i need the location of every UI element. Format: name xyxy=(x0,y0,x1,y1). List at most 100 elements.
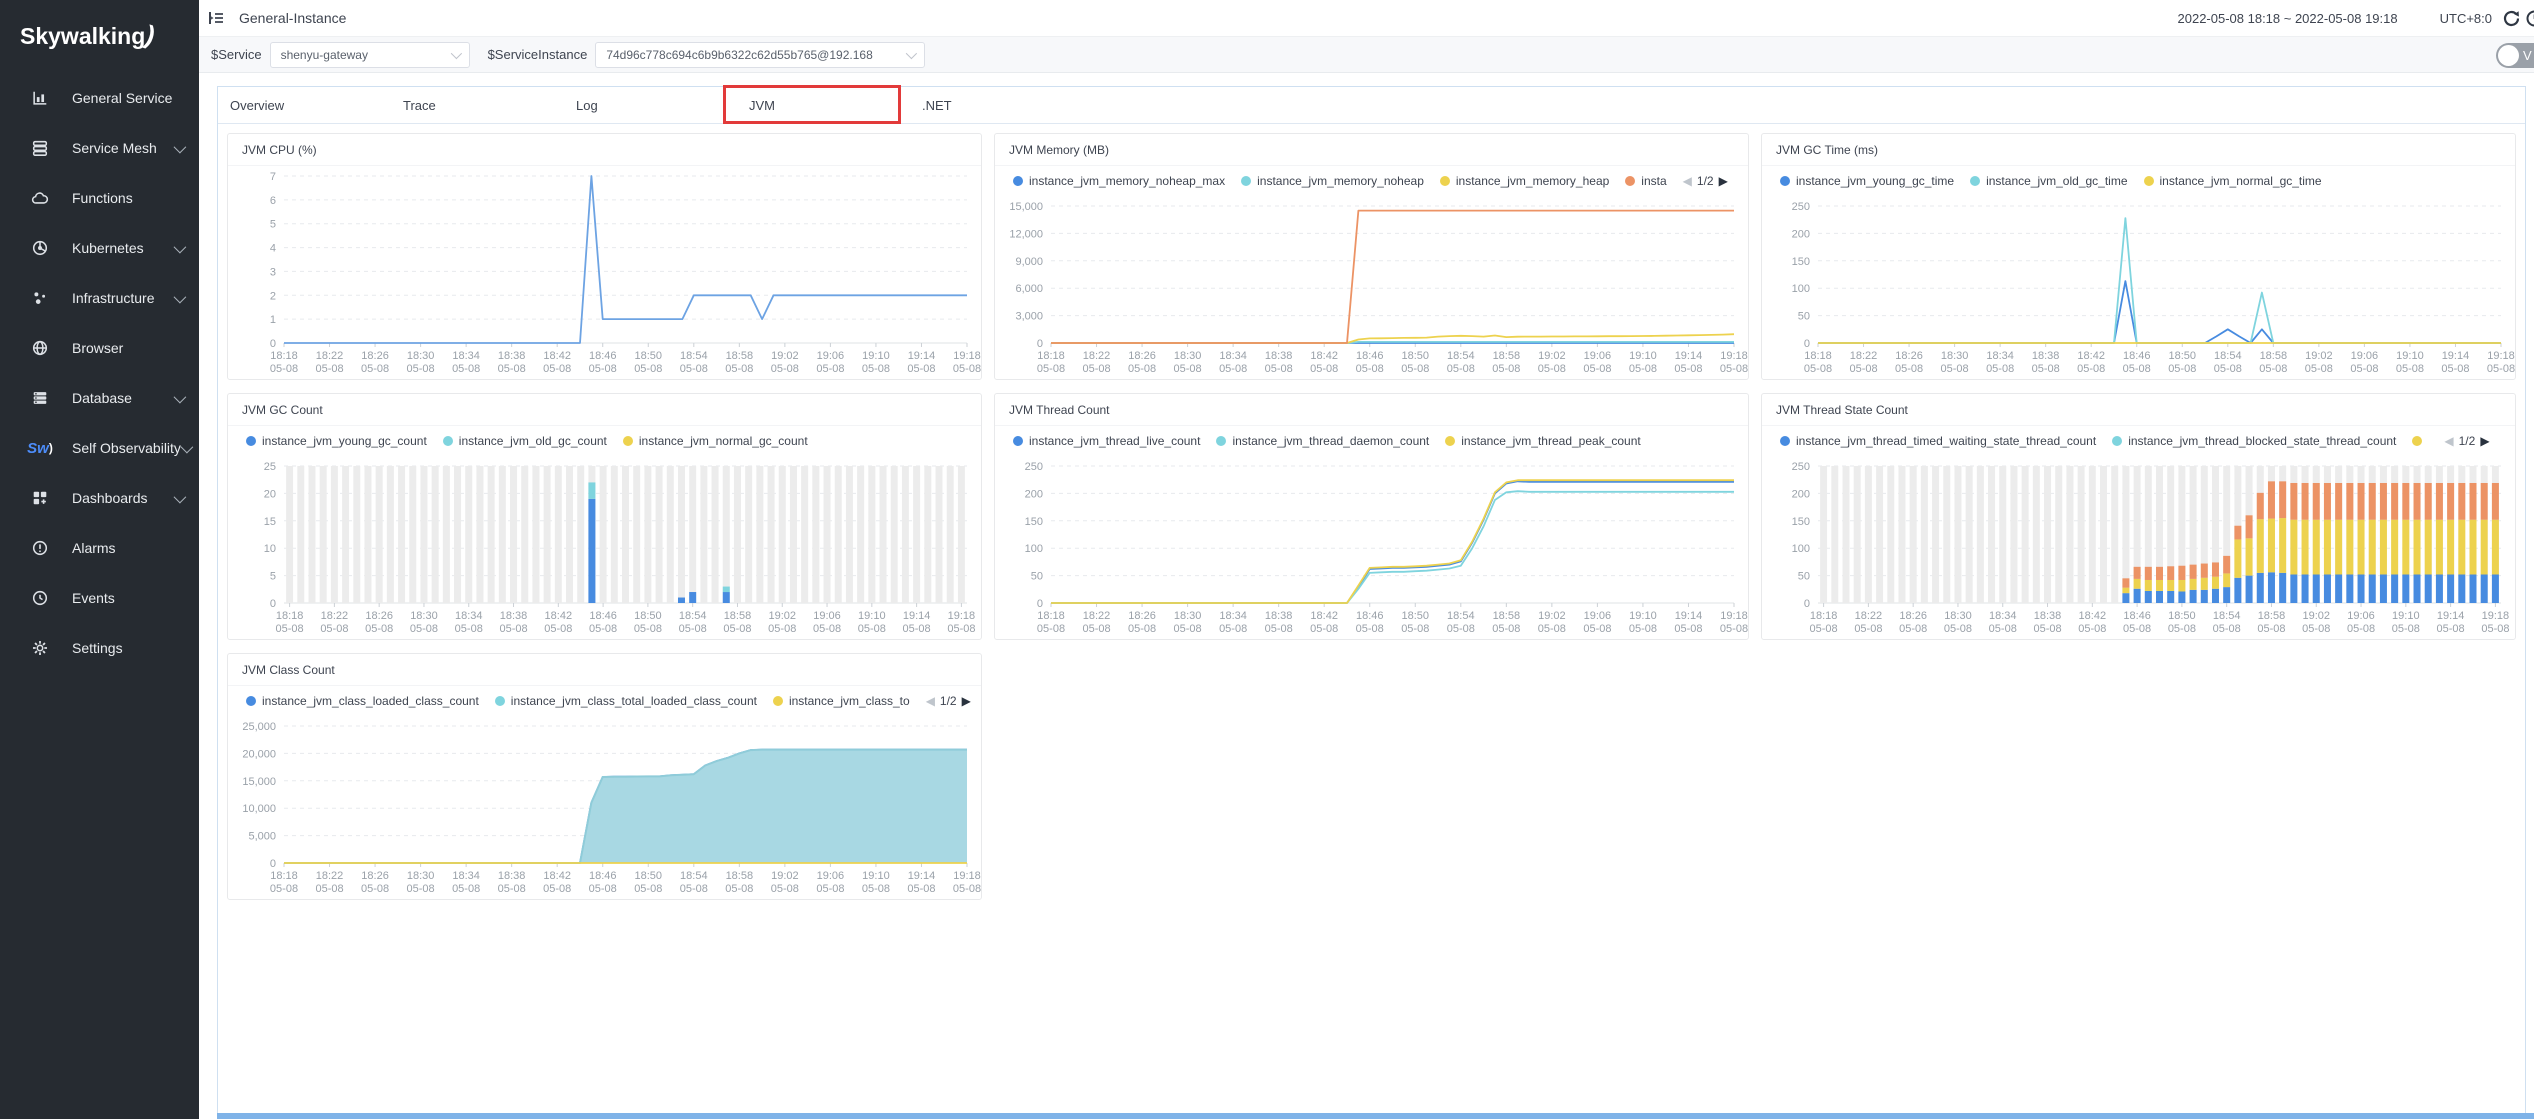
tab-jvm[interactable]: JVM xyxy=(749,87,922,123)
instance-select[interactable]: 74d96c778c694c6b9b6322c62d55b765@192.168 xyxy=(595,42,925,68)
sidebar-item-events[interactable]: Events xyxy=(0,573,199,623)
svg-text:15: 15 xyxy=(264,516,276,528)
page-title: General-Instance xyxy=(239,10,346,26)
svg-text:19:0605-08: 19:0605-08 xyxy=(1583,350,1611,375)
legend-item-instance-jvm-class-to[interactable]: instance_jvm_class_to xyxy=(773,694,910,708)
svg-text:18:4605-08: 18:4605-08 xyxy=(2123,350,2151,375)
tab-trace[interactable]: Trace xyxy=(403,87,576,123)
sidebar-item-kubernetes[interactable]: Kubernetes xyxy=(0,223,199,273)
svg-text:19:0605-08: 19:0605-08 xyxy=(1583,610,1611,635)
legend-item-instance-jvm-memory-heap[interactable]: instance_jvm_memory_heap xyxy=(1440,174,1609,188)
legend-dot-icon xyxy=(623,436,633,446)
svg-text:18:2605-08: 18:2605-08 xyxy=(1128,350,1156,375)
legend-label: instance_jvm_thread_blocked_state_thread… xyxy=(2128,434,2396,448)
legend-dot-icon xyxy=(1625,176,1635,186)
sidebar-item-dashboards[interactable]: Dashboards xyxy=(0,473,199,523)
sidebar-item-infrastructure[interactable]: Infrastructure xyxy=(0,273,199,323)
legend-prev-icon[interactable]: ◀ xyxy=(926,694,935,708)
database-icon xyxy=(30,388,50,408)
svg-text:18:4605-08: 18:4605-08 xyxy=(1356,350,1384,375)
sidebar-item-database[interactable]: Database xyxy=(0,373,199,423)
svg-text:19:1005-08: 19:1005-08 xyxy=(1629,350,1657,375)
legend-item-insta[interactable]: insta xyxy=(1625,174,1666,188)
chart-title: JVM Class Count xyxy=(228,654,981,686)
legend-item-instance-jvm-young-gc-count[interactable]: instance_jvm_young_gc_count xyxy=(246,434,427,448)
svg-text:5: 5 xyxy=(270,219,276,231)
chart-plot-jvm-class-count: 05,00010,00015,00020,00025,00018:1805-08… xyxy=(228,716,981,899)
sidebar-item-service-mesh[interactable]: Service Mesh xyxy=(0,123,199,173)
chevron-down-icon xyxy=(180,440,193,453)
svg-text:18:3005-08: 18:3005-08 xyxy=(410,610,438,635)
history-clock-icon[interactable] xyxy=(2525,9,2534,28)
svg-text:18:5005-08: 18:5005-08 xyxy=(1401,610,1429,635)
legend-label: instance_jvm_class_total_loaded_class_co… xyxy=(511,694,757,708)
sidebar-item-self-observability[interactable]: Sw)Self Observability xyxy=(0,423,199,473)
legend-item-instance-jvm-memory-noheap[interactable]: instance_jvm_memory_noheap xyxy=(1241,174,1424,188)
legend-item-instance-jvm-normal-gc-time[interactable]: instance_jvm_normal_gc_time xyxy=(2144,174,2322,188)
legend-item-instance-jvm-thread-peak-count[interactable]: instance_jvm_thread_peak_count xyxy=(1445,434,1640,448)
svg-text:18:2605-08: 18:2605-08 xyxy=(361,870,389,895)
svg-text:18:3005-08: 18:3005-08 xyxy=(407,350,435,375)
tab-overview[interactable]: Overview xyxy=(230,87,403,123)
legend-prev-icon[interactable]: ◀ xyxy=(2444,434,2453,448)
chart-plot-jvm-thread-state-count: 05010015020025018:1805-0818:2205-0818:26… xyxy=(1762,456,2515,639)
svg-text:18:2205-08: 18:2205-08 xyxy=(320,610,348,635)
svg-text:7: 7 xyxy=(270,171,276,183)
legend-item-instance-jvm-class-loaded-class-count[interactable]: instance_jvm_class_loaded_class_count xyxy=(246,694,479,708)
svg-text:150: 150 xyxy=(1792,516,1810,528)
sidebar-item-label: Alarms xyxy=(72,540,116,556)
collapse-sidebar-icon[interactable] xyxy=(207,9,225,27)
alarm-icon xyxy=(30,538,50,558)
legend-item-yellow[interactable] xyxy=(2412,436,2428,446)
sidebar-item-alarms[interactable]: Alarms xyxy=(0,523,199,573)
chart-legend: instance_jvm_memory_noheap_max instance_j… xyxy=(995,166,1748,196)
legend-next-icon[interactable]: ▶ xyxy=(2480,434,2489,448)
legend-dot-icon xyxy=(246,696,256,706)
svg-text:12,000: 12,000 xyxy=(1009,228,1043,240)
refresh-icon[interactable] xyxy=(2502,9,2521,28)
chart-legend: instance_jvm_young_gc_time instance_jvm_o… xyxy=(1762,166,2515,196)
svg-text:18:3005-08: 18:3005-08 xyxy=(1944,610,1972,635)
sidebar-item-browser[interactable]: Browser xyxy=(0,323,199,373)
legend-item-instance-jvm-old-gc-time[interactable]: instance_jvm_old_gc_time xyxy=(1970,174,2127,188)
legend-item-instance-jvm-thread-live-count[interactable]: instance_jvm_thread_live_count xyxy=(1013,434,1200,448)
tab-label: JVM xyxy=(749,98,775,113)
legend-item-instance-jvm-thread-daemon-count[interactable]: instance_jvm_thread_daemon_count xyxy=(1216,434,1429,448)
svg-text:18:2205-08: 18:2205-08 xyxy=(315,350,343,375)
skywalking-logo: Skywalking) xyxy=(0,0,199,65)
svg-text:18:4605-08: 18:4605-08 xyxy=(1356,610,1384,635)
legend-item-instance-jvm-class-total-loaded-class-count[interactable]: instance_jvm_class_total_loaded_class_co… xyxy=(495,694,757,708)
sidebar-item-settings[interactable]: Settings xyxy=(0,623,199,673)
sidebar-item-functions[interactable]: Functions xyxy=(0,173,199,223)
legend-label: instance_jvm_normal_gc_time xyxy=(2160,174,2322,188)
legend-pager: ◀1/2▶ xyxy=(1683,174,1728,188)
legend-dot-icon xyxy=(2412,436,2422,446)
legend-label: insta xyxy=(1641,174,1666,188)
view-toggle-switch[interactable]: V xyxy=(2496,43,2534,68)
legend-item-instance-jvm-old-gc-count[interactable]: instance_jvm_old_gc_count xyxy=(443,434,607,448)
legend-item-instance-jvm-normal-gc-count[interactable]: instance_jvm_normal_gc_count xyxy=(623,434,808,448)
legend-item-instance-jvm-memory-noheap-max[interactable]: instance_jvm_memory_noheap_max xyxy=(1013,174,1225,188)
svg-text:19:0205-08: 19:0205-08 xyxy=(771,350,799,375)
legend-item-instance-jvm-young-gc-time[interactable]: instance_jvm_young_gc_time xyxy=(1780,174,1954,188)
chart-legend: instance_jvm_class_loaded_class_count ins… xyxy=(228,686,981,716)
legend-item-instance-jvm-thread-blocked-state-thread-count[interactable]: instance_jvm_thread_blocked_state_thread… xyxy=(2112,434,2396,448)
svg-text:200: 200 xyxy=(1025,488,1043,500)
tab-log[interactable]: Log xyxy=(576,87,749,123)
svg-text:19:0205-08: 19:0205-08 xyxy=(1538,350,1566,375)
sidebar-item-general-service[interactable]: General Service xyxy=(0,73,199,123)
legend-prev-icon[interactable]: ◀ xyxy=(1683,174,1692,188)
svg-text:18:3805-08: 18:3805-08 xyxy=(2033,610,2061,635)
sidebar-item-label: Kubernetes xyxy=(72,240,144,256)
tab-net[interactable]: .NET xyxy=(922,87,1095,123)
legend-next-icon[interactable]: ▶ xyxy=(1719,174,1728,188)
legend-next-icon[interactable]: ▶ xyxy=(962,694,971,708)
service-filter-label: $Service xyxy=(211,47,262,62)
svg-text:18:5005-08: 18:5005-08 xyxy=(1401,350,1429,375)
legend-item-instance-jvm-thread-timed-waiting-state-thread-count[interactable]: instance_jvm_thread_timed_waiting_state_… xyxy=(1780,434,2096,448)
service-select[interactable]: shenyu-gateway xyxy=(270,42,470,68)
time-range-picker[interactable]: 2022-05-08 18:18 ~ 2022-05-08 19:18 xyxy=(2178,11,2398,26)
chart-card-jvm-class-count: JVM Class Countinstance_jvm_class_loaded… xyxy=(227,653,982,900)
svg-text:250: 250 xyxy=(1025,461,1043,473)
svg-text:18:1805-08: 18:1805-08 xyxy=(270,350,298,375)
